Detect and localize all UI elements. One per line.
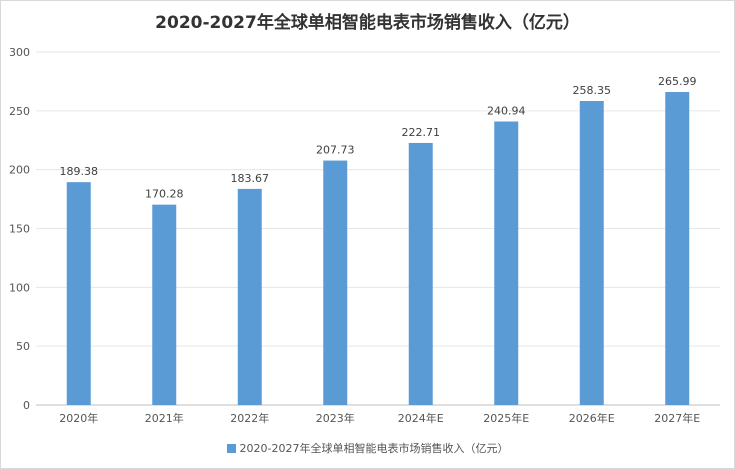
data-label: 240.94 — [487, 104, 526, 117]
x-tick-label: 2020年 — [59, 411, 98, 425]
legend-swatch — [226, 443, 236, 453]
legend-label: 2020-2027年全球单相智能电表市场销售收入（亿元） — [239, 442, 509, 455]
bar — [579, 101, 604, 405]
bar — [494, 121, 519, 406]
data-label: 265.99 — [658, 75, 697, 88]
y-tick-label: 50 — [16, 340, 30, 353]
x-tick-label: 2023年 — [316, 411, 355, 425]
bar — [66, 182, 91, 405]
x-tick-label: 2024年E — [398, 411, 444, 425]
data-label: 258.35 — [573, 84, 612, 97]
x-tick-label: 2026年E — [569, 411, 615, 425]
legend: 2020-2027年全球单相智能电表市场销售收入（亿元） — [0, 440, 735, 456]
y-tick-label: 300 — [9, 46, 30, 59]
x-tick-label: 2022年 — [230, 411, 269, 425]
y-tick-label: 100 — [9, 281, 30, 294]
bar — [237, 188, 262, 405]
data-label: 222.71 — [402, 126, 441, 139]
bar — [323, 160, 348, 405]
data-label: 207.73 — [316, 144, 355, 157]
data-label: 170.28 — [145, 188, 184, 201]
x-tick-label: 2027年E — [654, 411, 700, 425]
data-label: 189.38 — [60, 165, 99, 178]
x-tick-label: 2021年 — [145, 411, 184, 425]
y-tick-label: 250 — [9, 105, 30, 118]
y-tick-label: 150 — [9, 223, 30, 236]
chart-title: 2020-2027年全球单相智能电表市场销售收入（亿元） — [155, 13, 580, 33]
x-tick-label: 2025年E — [483, 411, 529, 425]
bar — [665, 92, 690, 405]
y-tick-label: 200 — [9, 164, 30, 177]
y-tick-label: 0 — [23, 399, 30, 412]
data-label: 183.67 — [231, 172, 270, 185]
bar — [152, 204, 177, 405]
bar — [408, 142, 433, 405]
